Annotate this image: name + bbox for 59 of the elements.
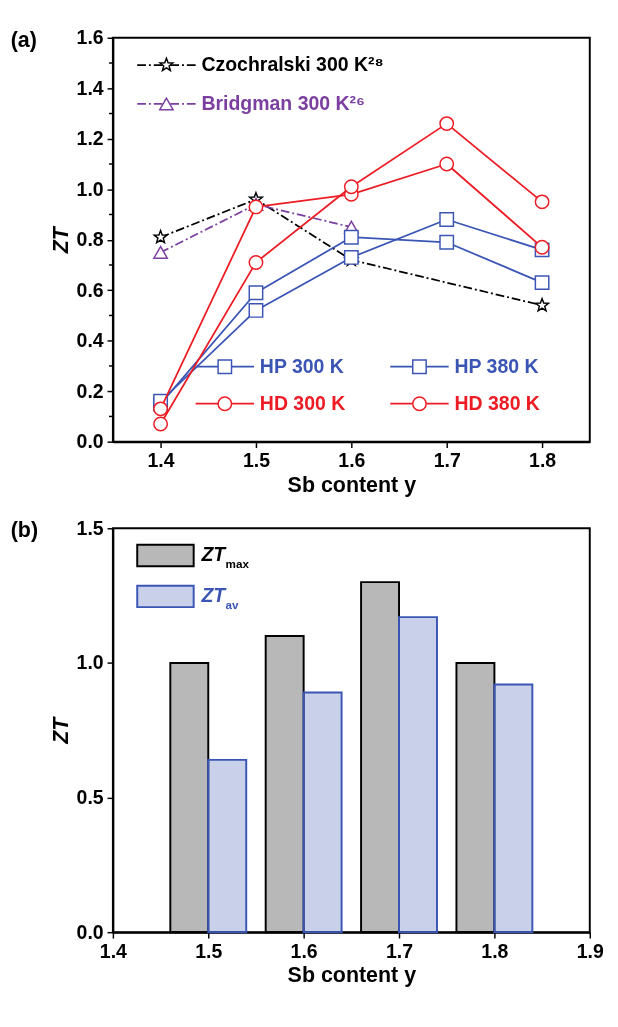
point [248, 302, 264, 318]
y-tick-label: 1.6 [76, 26, 104, 49]
point [534, 275, 550, 291]
point [248, 255, 264, 270]
point [153, 245, 169, 259]
point [248, 285, 264, 301]
y-tick-label: 0.4 [76, 329, 104, 352]
point [343, 229, 359, 245]
y-tick-label: 0.0 [76, 430, 104, 452]
x-tick-label: 1.5 [242, 449, 271, 472]
text: (a) [10, 27, 37, 52]
x-tick-label: 1.9 [576, 939, 604, 962]
bar [207, 758, 248, 934]
y-tick-label: 1.0 [76, 177, 104, 200]
y-tick-label: 0.8 [76, 228, 104, 251]
point [534, 194, 550, 210]
x-tick-label: 1.6 [290, 939, 318, 962]
y-tick-label: 1.0 [76, 651, 104, 674]
legend-label: HP 380 K [454, 354, 539, 377]
y-tick-label: 0.5 [76, 785, 104, 808]
x-tick-label: 1.7 [385, 939, 414, 962]
y-tick-label: 1.4 [76, 76, 104, 99]
x-tick-label: 1.5 [195, 939, 223, 962]
legend-label: Bridgman 300 K²⁶ [201, 91, 366, 114]
point [439, 156, 455, 172]
x-tick-label: 1.8 [481, 939, 509, 962]
point [153, 401, 169, 417]
bar [493, 683, 534, 934]
x-tick-label: 1.4 [147, 449, 175, 472]
y-axis-title: ZT [48, 715, 73, 745]
bar [455, 661, 496, 934]
x-tick-label: 1.7 [433, 449, 461, 472]
bar [264, 635, 305, 934]
point [343, 179, 359, 195]
point [153, 229, 168, 244]
point [439, 212, 455, 227]
x-axis-title: Sb content y [287, 963, 417, 988]
bar [398, 616, 438, 934]
x-tick-label: 1.6 [338, 449, 366, 472]
text: (b) [10, 518, 39, 543]
x-tick-label: 1.8 [529, 449, 557, 472]
point [534, 297, 550, 312]
point [248, 199, 264, 215]
x-axis-title: Sb content y [287, 472, 417, 497]
bar [169, 661, 210, 934]
point [439, 234, 455, 250]
legend-label: HD 300 K [259, 391, 346, 414]
bar [302, 691, 343, 934]
point [439, 116, 455, 132]
legend-label: HP 300 K [259, 354, 344, 377]
legend-label: Czochralski 300 K²⁸ [201, 52, 384, 75]
y-axis-title: ZT [48, 225, 73, 255]
y-tick-label: 0.2 [76, 379, 104, 402]
y-tick-label: 1.5 [76, 516, 104, 539]
y-tick-label: 0.6 [76, 278, 104, 301]
y-tick-label: 1.2 [76, 127, 104, 150]
point [153, 416, 169, 432]
legend-label: HD 380 K [454, 391, 540, 414]
bar [360, 581, 400, 934]
